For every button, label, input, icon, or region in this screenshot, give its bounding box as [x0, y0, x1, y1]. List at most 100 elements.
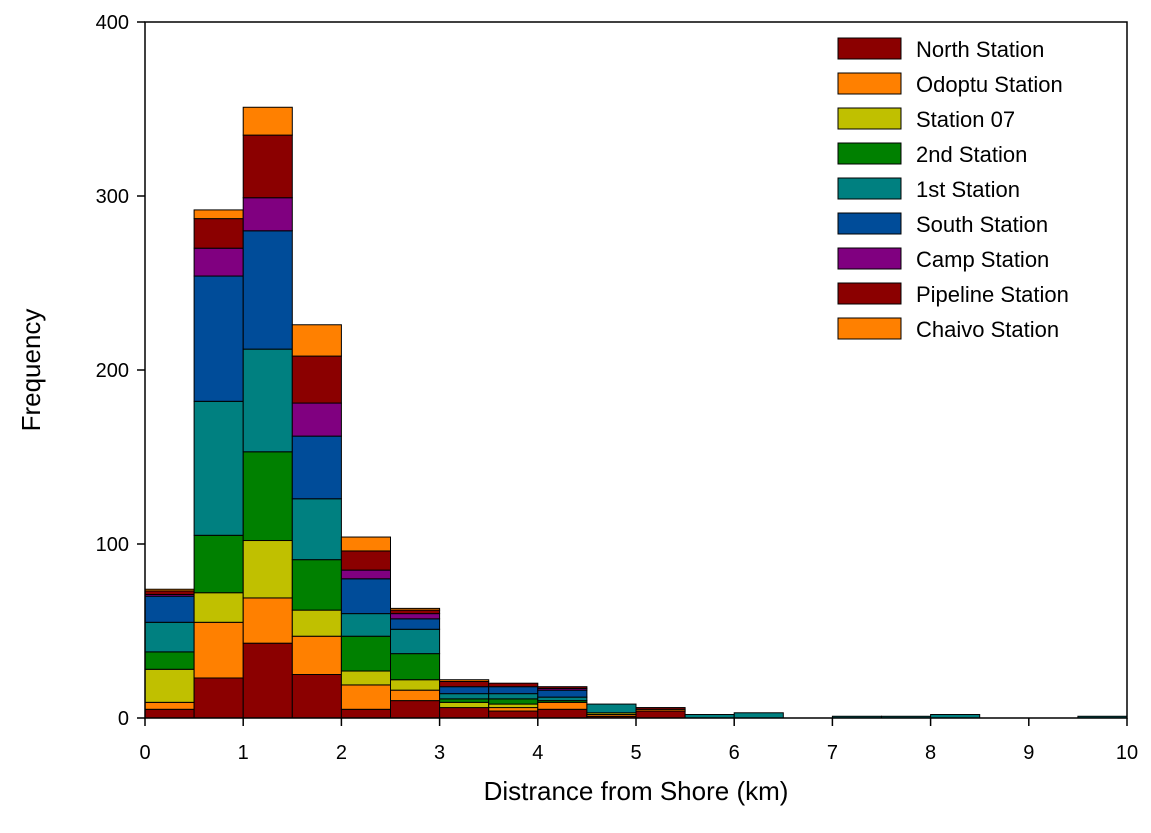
- bar-segment: [193, 275, 244, 402]
- bar-segment: [193, 592, 244, 623]
- bar-segment: [390, 609, 441, 615]
- legend-swatch: [837, 282, 902, 305]
- y-tick-label: 400: [96, 12, 129, 34]
- bars-layer: [144, 106, 1128, 719]
- bar-segment: [390, 689, 441, 702]
- x-tick-label: 10: [1116, 742, 1138, 764]
- bar-segment: [193, 534, 244, 594]
- legend-swatch: [837, 107, 902, 130]
- bar-segment: [291, 355, 342, 404]
- x-tick-label: 8: [925, 742, 936, 764]
- bar-segment: [340, 536, 391, 552]
- bar-segment: [390, 618, 441, 630]
- legend-swatch: [837, 142, 902, 165]
- bar-segment: [537, 696, 588, 702]
- legend-label: Station 07: [916, 107, 1015, 132]
- bar-segment: [291, 324, 342, 357]
- legend-label: Chaivo Station: [916, 317, 1059, 342]
- bar-segment: [144, 708, 195, 719]
- legend-label: Pipeline Station: [916, 282, 1069, 307]
- x-tick-label: 4: [532, 742, 543, 764]
- legend-label: 1st Station: [916, 177, 1020, 202]
- bar-segment: [291, 498, 342, 561]
- bar-segment: [635, 710, 686, 719]
- bar-segment: [586, 703, 637, 714]
- bar-segment: [144, 595, 195, 623]
- x-tick-label: 6: [729, 742, 740, 764]
- bar-segment: [242, 597, 293, 644]
- bar-segment: [439, 680, 490, 688]
- x-axis-title: Distrance from Shore (km): [484, 776, 789, 806]
- bar-segment: [488, 686, 539, 695]
- bar-segment: [537, 708, 588, 719]
- bar-segment: [537, 689, 588, 698]
- bar-segment: [291, 609, 342, 637]
- bar-segment: [291, 674, 342, 719]
- x-tick-label: 5: [630, 742, 641, 764]
- bar-segment: [390, 700, 441, 719]
- bar-segment: [439, 686, 490, 695]
- bar-segment: [439, 679, 490, 682]
- bar-segment: [193, 621, 244, 679]
- bar-segment: [488, 698, 539, 705]
- y-axis-title: Frequency: [16, 309, 46, 432]
- legend: North Station Odoptu Station Station 07 2nd…: [837, 37, 1069, 342]
- bar-segment: [291, 402, 342, 437]
- bar-segment: [242, 642, 293, 719]
- x-tick-label: 0: [139, 742, 150, 764]
- bar-segment: [242, 451, 293, 542]
- y-tick-label: 300: [96, 186, 129, 208]
- bar-segment: [242, 540, 293, 599]
- bar-segment: [242, 197, 293, 232]
- bar-segment: [144, 621, 195, 653]
- y-tick-label: 100: [96, 534, 129, 556]
- bar-segment: [390, 613, 441, 620]
- bar-segment: [635, 707, 686, 710]
- bar-segment: [340, 684, 391, 710]
- bar-segment: [144, 651, 195, 670]
- bar-segment: [242, 106, 293, 136]
- bar-segment: [537, 701, 588, 710]
- bar-segment: [291, 559, 342, 611]
- x-tick-label: 2: [336, 742, 347, 764]
- bar-segment: [340, 550, 391, 571]
- bar-segment: [488, 693, 539, 700]
- bar-segment: [242, 230, 293, 350]
- x-tick-label: 7: [827, 742, 838, 764]
- legend-label: Camp Station: [916, 247, 1049, 272]
- legend-swatch: [837, 212, 902, 235]
- bar-segment: [733, 712, 784, 719]
- bar-segment: [193, 247, 244, 277]
- x-tick-label: 3: [434, 742, 445, 764]
- bar-segment: [193, 209, 244, 220]
- bar-segment: [242, 348, 293, 453]
- x-tick-label: 1: [238, 742, 249, 764]
- bar-segment: [242, 134, 293, 199]
- legend-label: 2nd Station: [916, 142, 1027, 167]
- legend-swatch: [837, 317, 902, 340]
- bar-segment: [537, 686, 588, 689]
- bar-segment: [390, 628, 441, 655]
- bar-segment: [390, 607, 441, 611]
- bar-segment: [291, 435, 342, 500]
- x-tick-label: 9: [1023, 742, 1034, 764]
- bar-segment: [144, 701, 195, 710]
- bar-segment: [144, 588, 195, 592]
- bar-segment: [390, 679, 441, 691]
- bar-segment: [144, 668, 195, 703]
- bar-segment: [193, 677, 244, 719]
- bar-segment: [439, 707, 490, 719]
- bar-segment: [340, 578, 391, 615]
- legend-swatch: [837, 37, 902, 60]
- bar-segment: [340, 613, 391, 637]
- bar-segment: [439, 701, 490, 709]
- bar-segment: [488, 710, 539, 719]
- legend-label: South Station: [916, 212, 1048, 237]
- legend-label: Odoptu Station: [916, 72, 1063, 97]
- bar-segment: [340, 635, 391, 672]
- bar-segment: [144, 590, 195, 595]
- bar-segment: [488, 703, 539, 709]
